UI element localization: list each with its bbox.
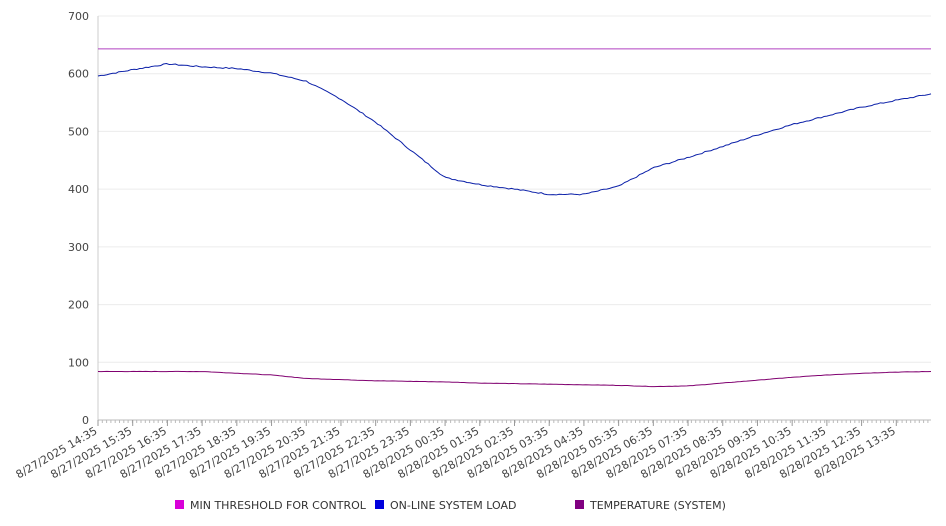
y-tick-label: 700	[68, 10, 89, 23]
legend-label: TEMPERATURE (SYSTEM)	[589, 499, 726, 512]
legend-swatch	[375, 500, 384, 509]
y-tick-label: 100	[68, 356, 89, 369]
y-tick-label: 600	[68, 68, 89, 81]
legend-swatch	[575, 500, 584, 509]
legend-label: MIN THRESHOLD FOR CONTROL	[190, 499, 367, 512]
series-line-2	[97, 62, 932, 196]
series-lines	[97, 48, 932, 388]
y-axis-tick-labels: 0 100 200 300 400 500 600 700	[68, 10, 89, 427]
x-axis-tick-labels: 8/27/2025 14:358/27/2025 15:358/27/2025 …	[14, 424, 898, 481]
legend: MIN THRESHOLD FOR CONTROL ON-LINE SYSTEM …	[175, 499, 726, 512]
y-tick-label: 0	[82, 414, 89, 427]
axes	[97, 16, 931, 426]
y-tick-label: 500	[68, 125, 89, 138]
y-tick-label: 200	[68, 299, 89, 312]
y-tick-label: 400	[68, 183, 89, 196]
series-line-3	[97, 370, 932, 388]
legend-swatch	[175, 500, 184, 509]
y-tick-label: 300	[68, 241, 89, 254]
grid-lines	[98, 15, 931, 363]
legend-label: ON-LINE SYSTEM LOAD	[390, 499, 516, 512]
